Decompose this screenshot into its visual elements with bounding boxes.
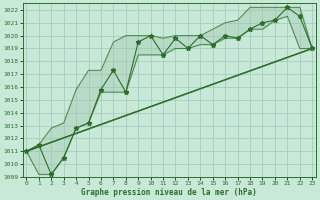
X-axis label: Graphe pression niveau de la mer (hPa): Graphe pression niveau de la mer (hPa) (81, 188, 257, 197)
